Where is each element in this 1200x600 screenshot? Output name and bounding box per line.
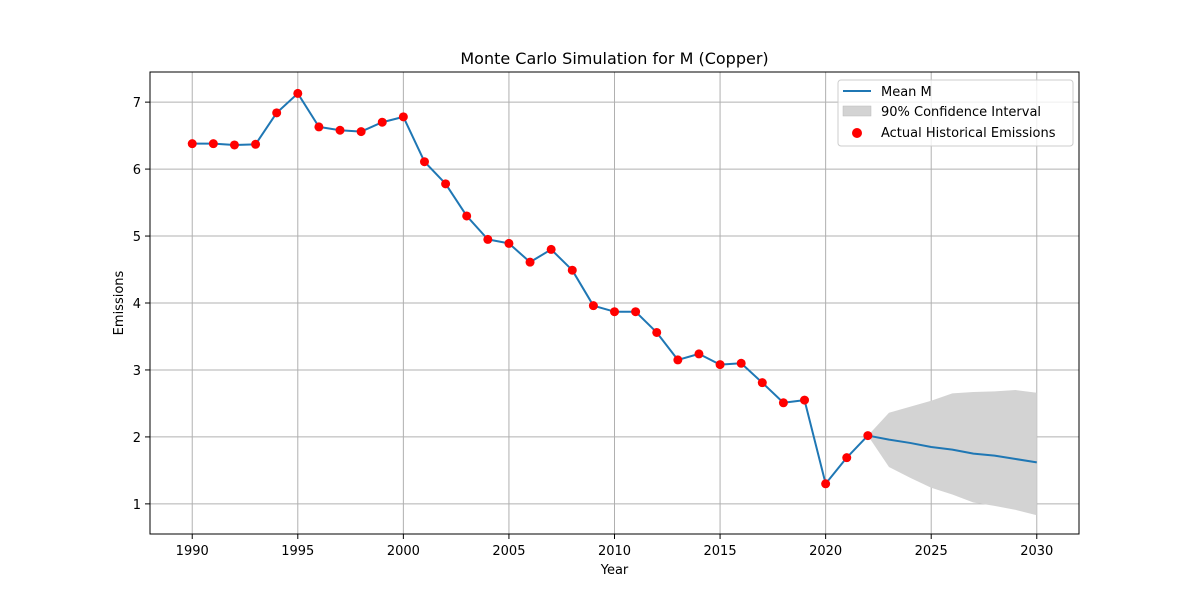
actual-emission-point <box>356 127 366 137</box>
actual-emission-point <box>504 238 514 248</box>
chart-title: Monte Carlo Simulation for M (Copper) <box>460 49 768 68</box>
confidence-band <box>867 390 1037 516</box>
x-tick-label: 2000 <box>387 544 420 559</box>
x-tick-label: 1990 <box>176 544 209 559</box>
actual-emission-point <box>610 307 619 317</box>
y-tick-label: 4 <box>133 297 141 312</box>
legend-frame <box>837 79 1074 147</box>
actual-emission-point <box>652 327 662 337</box>
actual-points-layer <box>187 88 873 489</box>
legend-label-actual: Actual Historical Emissions <box>881 126 1056 141</box>
actual-emission-point <box>863 431 873 441</box>
y-tick-label: 3 <box>133 364 141 379</box>
actual-emission-point <box>441 179 451 189</box>
y-tick-label: 2 <box>133 431 141 446</box>
x-tick-label: 2030 <box>1020 544 1053 559</box>
confidence-band-layer <box>867 390 1037 516</box>
actual-emission-point <box>757 378 767 388</box>
actual-emission-point <box>187 139 197 149</box>
actual-emission-point <box>251 139 261 149</box>
actual-emission-point <box>715 360 725 370</box>
actual-emission-point <box>398 112 408 122</box>
actual-emission-point <box>631 307 641 317</box>
y-tick-label: 5 <box>133 230 141 245</box>
y-ticks: 1 2 3 4 5 6 7 <box>133 96 150 513</box>
actual-emission-point <box>588 301 598 311</box>
x-tick-label: 2010 <box>598 544 631 559</box>
y-tick-label: 7 <box>133 96 141 111</box>
actual-emission-point <box>377 117 387 127</box>
actual-emission-point <box>483 234 493 244</box>
actual-emission-point <box>673 355 683 365</box>
x-ticks: 1990 1995 2000 2005 2010 2015 2020 2025 2030 <box>176 534 1053 559</box>
actual-emission-point <box>546 244 556 254</box>
actual-emission-point <box>842 453 852 463</box>
legend-marker-swatch <box>852 128 862 138</box>
legend-band-swatch <box>842 105 872 117</box>
actual-emission-point <box>778 398 788 408</box>
x-tick-label: 1995 <box>281 544 314 559</box>
actual-emission-point <box>821 479 831 489</box>
actual-emission-point <box>335 125 345 135</box>
actual-emission-point <box>800 395 810 405</box>
actual-emission-point <box>525 257 535 267</box>
x-tick-label: 2005 <box>492 544 525 559</box>
legend-label-mean: Mean M <box>881 85 932 100</box>
x-tick-label: 2020 <box>809 544 842 559</box>
legend-label-confidence: 90% Confidence Interval <box>881 105 1041 120</box>
grid-lines <box>150 72 1079 534</box>
actual-emission-point <box>462 211 472 221</box>
actual-emission-point <box>208 139 218 149</box>
actual-emission-point <box>229 140 239 150</box>
actual-emission-point <box>293 88 303 98</box>
y-axis-label: Emissions <box>112 270 127 335</box>
actual-emission-point <box>314 122 324 132</box>
actual-emission-point <box>272 108 282 118</box>
y-tick-label: 6 <box>133 163 141 178</box>
actual-emission-point <box>694 349 704 359</box>
x-tick-label: 2015 <box>704 544 737 559</box>
actual-emission-point <box>419 157 429 167</box>
actual-emission-point <box>736 358 746 368</box>
y-tick-label: 1 <box>133 498 141 513</box>
x-tick-label: 2025 <box>915 544 948 559</box>
actual-emission-point <box>567 265 577 275</box>
legend: Mean M 90% Confidence Interval Actual Hi… <box>837 79 1074 147</box>
x-axis-label: Year <box>600 563 629 578</box>
